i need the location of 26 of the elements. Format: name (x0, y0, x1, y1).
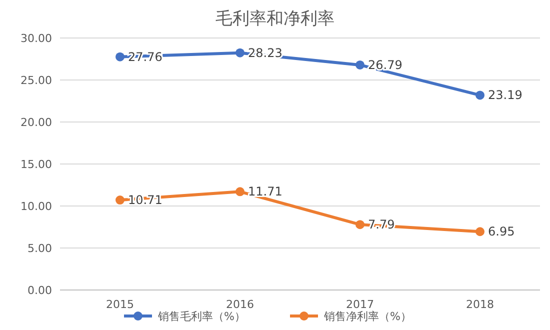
x-tick-label: 2017 (346, 298, 374, 311)
point (476, 90, 484, 100)
legend-label: 销售净利率（%） (323, 310, 412, 323)
y-tick-label: 15.00 (20, 158, 52, 171)
data-label: 23.19 (488, 88, 522, 102)
point (116, 196, 124, 205)
y-tick-label: 0.00 (28, 284, 52, 297)
point (356, 60, 364, 70)
point (116, 52, 124, 62)
y-tick-label: 20.00 (20, 116, 52, 129)
point (236, 48, 244, 58)
y-tick-label: 25.00 (20, 74, 52, 87)
chart-title: 毛利率和净利率 (216, 9, 334, 29)
y-tick-label: 10.00 (20, 200, 52, 213)
data-label: 6.95 (488, 224, 515, 239)
x-tick-label: 2018 (466, 298, 494, 311)
legend-label: 销售毛利率（%） (157, 310, 246, 323)
point (236, 187, 244, 196)
y-tick-label: 30.00 (20, 32, 52, 45)
data-label: 11.71 (248, 184, 282, 199)
point (476, 227, 484, 236)
data-label: 26.79 (368, 58, 402, 72)
point (356, 220, 364, 230)
x-tick-label: 2016 (226, 298, 254, 311)
x-tick-label: 2015 (106, 298, 134, 311)
y-tick-label: 5.00 (28, 242, 52, 255)
